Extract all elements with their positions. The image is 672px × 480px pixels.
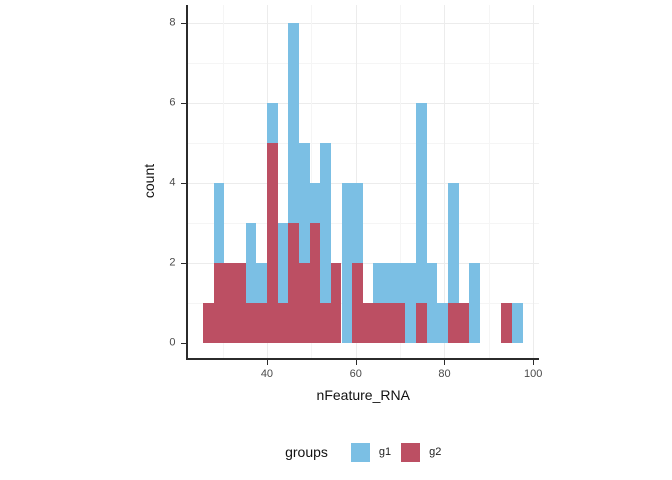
legend: groups g1 g2: [188, 442, 540, 462]
gridline-minor-horizontal: [187, 63, 539, 64]
y-tick-label: 6: [169, 96, 176, 109]
x-tick-mark: [355, 359, 357, 365]
x-tick-mark: [444, 359, 446, 365]
gridline-minor-vertical: [400, 5, 402, 358]
y-tick-label: 4: [169, 176, 176, 189]
histogram-bar-g1-segment: [437, 303, 448, 343]
gridline-minor-vertical: [311, 5, 313, 358]
histogram-bar-g2-segment: [224, 263, 235, 343]
histogram-bar-g1-segment: [373, 263, 385, 303]
histogram-bar-g2-segment: [203, 303, 214, 343]
histogram-bar-g2-segment: [288, 223, 299, 343]
gridline-minor-vertical: [222, 5, 224, 358]
histogram-bar-g1-segment: [277, 223, 289, 303]
legend-label-g1: g1: [378, 446, 392, 458]
histogram-bar-g2-segment: [448, 303, 459, 343]
histogram-bar-g2-segment: [277, 303, 289, 343]
histogram-bar-g1-segment: [309, 183, 321, 223]
histogram-bar-g1-segment: [405, 263, 417, 343]
gridline-minor-horizontal: [187, 223, 539, 224]
y-tick-mark: [180, 183, 186, 184]
gridline-major-vertical: [355, 5, 357, 358]
histogram-bar-g1-segment: [394, 263, 406, 303]
histogram-bar-g1-segment: [384, 263, 395, 303]
histogram-bar-g2-segment: [234, 263, 246, 343]
histogram-bar-g1-segment: [245, 223, 257, 303]
histogram-bar-g1-segment: [416, 103, 427, 303]
histogram-bar-g2-segment: [330, 263, 342, 343]
legend-label-g2: g2: [429, 446, 442, 458]
x-tick-label: 80: [438, 367, 451, 380]
histogram-bar-g1-segment: [266, 103, 278, 143]
histogram-bar-g2-segment: [394, 303, 406, 343]
histogram-bar-g2-segment: [298, 263, 310, 343]
histogram-bar-g1-segment: [288, 23, 299, 223]
histogram-bar-g2-segment: [309, 223, 321, 343]
histogram-bar-g1-segment: [426, 263, 438, 343]
histogram-bar-g1-segment: [448, 183, 459, 303]
histogram-bar-g2-segment: [458, 303, 470, 343]
gridline-major-vertical: [444, 5, 446, 358]
gridline-major-horizontal: [187, 103, 539, 104]
histogram-bar-g2-segment: [384, 303, 395, 343]
legend-swatch-g2: [401, 442, 421, 462]
gridline-major-vertical: [533, 5, 535, 358]
y-tick-mark: [180, 263, 186, 264]
x-tick-mark: [533, 359, 535, 365]
legend-entry-g1: g1: [350, 442, 392, 462]
x-tick-mark: [266, 359, 268, 365]
histogram-bar-g1-segment: [511, 303, 523, 343]
histogram-bar-g2-segment: [320, 303, 331, 343]
y-tick-label: 0: [169, 336, 176, 349]
histogram-bar-g2-segment: [256, 303, 267, 343]
x-tick-label: 100: [524, 367, 543, 380]
histogram-bar-g1-segment: [298, 143, 310, 263]
gridline-minor-horizontal: [187, 143, 539, 144]
x-axis-line: [186, 357, 539, 360]
gridline-major-horizontal: [187, 23, 539, 24]
gridline-major-horizontal: [187, 183, 539, 184]
y-tick-mark: [180, 343, 186, 344]
histogram-bar-g2-segment: [501, 303, 512, 343]
histogram-bar-g2-segment: [266, 143, 278, 343]
x-tick-label: 60: [349, 367, 362, 380]
legend-entry-g2: g2: [401, 442, 442, 462]
x-tick-label: 40: [260, 367, 274, 380]
y-tick-label: 2: [169, 256, 176, 269]
histogram-bar-g2-segment: [213, 263, 225, 343]
histogram-bar-g1-segment: [341, 183, 353, 343]
legend-title: groups: [285, 444, 328, 460]
histogram-bar-g1-segment: [213, 183, 225, 263]
histogram-bar-g1-segment: [352, 183, 363, 263]
y-tick-label: 8: [169, 16, 176, 29]
histogram-bar-g1-segment: [469, 263, 480, 343]
histogram-bar-g1-segment: [256, 263, 267, 303]
y-tick-mark: [180, 23, 186, 24]
y-axis-line: [186, 5, 188, 359]
histogram-bar-g2-segment: [416, 303, 427, 343]
y-axis-title: count: [141, 164, 157, 199]
legend-swatch-g1: [350, 442, 370, 462]
histogram-bar-g1-segment: [320, 143, 331, 303]
histogram-bar-g2-segment: [245, 303, 257, 343]
x-axis-title: nFeature_RNA: [316, 387, 410, 403]
histogram-bar-g2-segment: [352, 263, 363, 343]
y-tick-mark: [180, 103, 186, 104]
histogram-bar-g2-segment: [373, 303, 385, 343]
gridline-major-horizontal: [187, 263, 539, 264]
gridline-minor-vertical: [488, 5, 490, 358]
histogram-bar-g2-segment: [362, 303, 374, 343]
